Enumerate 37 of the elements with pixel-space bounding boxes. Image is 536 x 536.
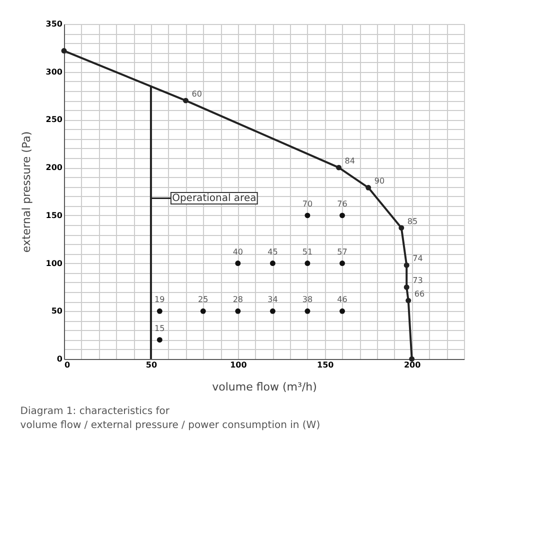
- y-tick-label: 200: [46, 163, 63, 172]
- annotation: 84: [344, 156, 355, 166]
- annotation: 60: [192, 90, 202, 99]
- y-tick-label: 100: [46, 258, 63, 268]
- annotation: 90: [374, 176, 385, 186]
- annotation: Operational area: [172, 193, 256, 204]
- annotation: 38: [302, 295, 313, 304]
- y-tick-label: 300: [46, 67, 63, 76]
- annotation: 19: [154, 295, 165, 304]
- annotation: 70: [302, 199, 313, 208]
- annotation: 85: [407, 216, 418, 226]
- annotation: 25: [198, 295, 208, 304]
- x-tick-label: 0: [64, 360, 70, 370]
- annotation: 74: [412, 254, 423, 264]
- annotation: 28: [232, 295, 244, 304]
- annotation: 76: [337, 199, 348, 208]
- x-tick-label: 100: [230, 360, 248, 370]
- annotation: 57: [337, 247, 348, 256]
- x-tick-label: 150: [317, 360, 334, 370]
- y-tick-label: 350: [46, 20, 63, 28]
- annotation: 34: [268, 295, 278, 304]
- annotation: 73: [412, 276, 423, 286]
- y-tick-label: 50: [51, 306, 63, 316]
- y-tick-label: 150: [46, 210, 63, 220]
- annotation: 46: [337, 295, 348, 304]
- annotation: 51: [302, 247, 313, 256]
- text: Diagram 1: characteristics for volume flow / external pressure / power consumption in (W): [20, 406, 320, 431]
- y-tick-label: 250: [46, 115, 63, 124]
- x-tick-label: 200: [404, 360, 422, 370]
- annotation: 45: [268, 247, 278, 256]
- y-axis-title: external pressure (Pa): [20, 131, 33, 253]
- annotation: 15: [154, 324, 165, 333]
- y-tick-label: 0: [56, 354, 63, 364]
- annotation: 40: [232, 247, 244, 256]
- x-tick-label: 50: [146, 360, 158, 370]
- annotation: 66: [414, 290, 425, 299]
- x-axis-title: volume flow (m³/h): [212, 380, 317, 394]
